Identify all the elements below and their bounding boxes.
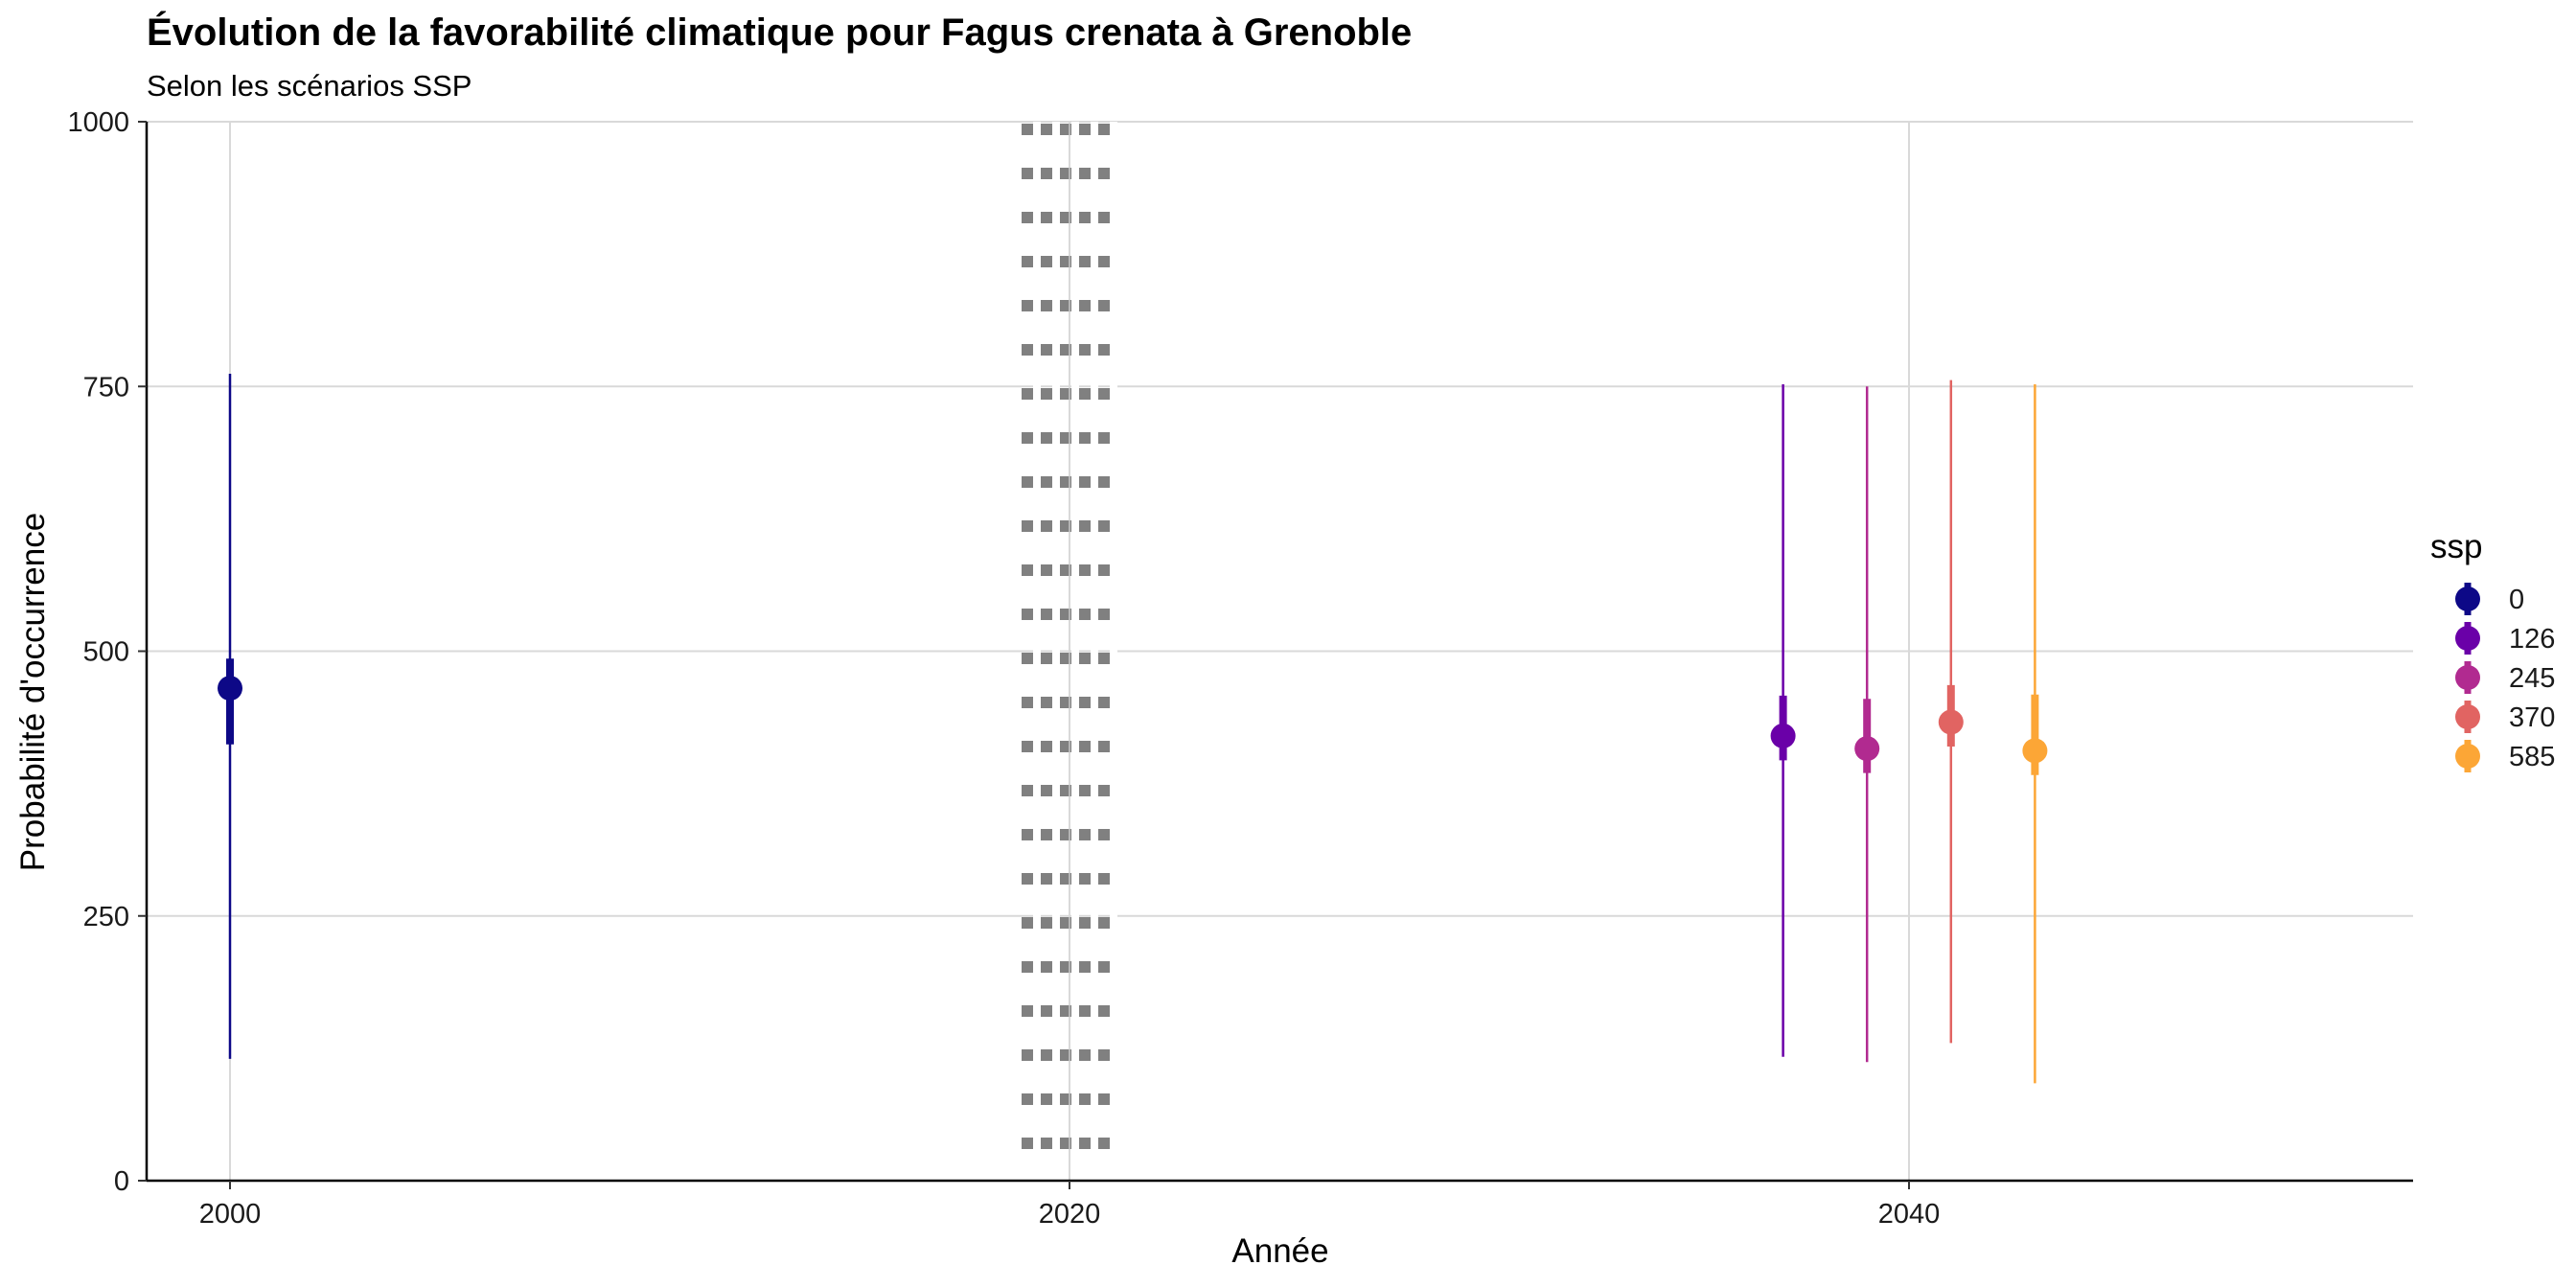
y-tick-label: 500 — [83, 637, 129, 668]
legend-key-point-0 — [2455, 586, 2480, 611]
reference-line-2020 — [1022, 122, 1117, 1181]
y-axis-title: Probabilité d'occurrence — [14, 513, 52, 871]
y-tick-label: 1000 — [67, 107, 129, 138]
reference-line-gap — [1110, 122, 1117, 1181]
legend-key-point-126 — [2455, 626, 2480, 651]
legend-label-370: 370 — [2509, 702, 2555, 733]
point-0 — [218, 676, 242, 702]
legend: ssp 0 126 245 370 585 — [2430, 528, 2555, 772]
reference-line-gap — [1091, 122, 1098, 1181]
reference-line-gap — [1052, 122, 1060, 1181]
point-585 — [2022, 738, 2048, 764]
x-tick-label: 2020 — [1039, 1199, 1101, 1230]
legend-key-point-585 — [2455, 744, 2480, 769]
axes — [138, 121, 2413, 1189]
x-axis-title: Année — [1231, 1232, 1328, 1270]
y-tick-label: 750 — [83, 372, 129, 402]
legend-label-126: 126 — [2509, 624, 2555, 655]
chart-title: Évolution de la favorabilité climatique … — [147, 11, 1412, 54]
reference-line-gap — [1033, 122, 1041, 1181]
x-tick-label: 2040 — [1878, 1199, 1941, 1230]
chart-subtitle: Selon les scénarios SSP — [147, 69, 472, 103]
tick-labels: 02505007501000200020202040206020802100 — [67, 107, 1941, 1230]
reference-line-gap — [1071, 122, 1079, 1181]
y-tick-label: 0 — [114, 1166, 129, 1197]
legend-key-point-245 — [2455, 665, 2480, 690]
legend-title: ssp — [2430, 528, 2482, 565]
plot-marks — [218, 373, 2048, 1084]
legend-label-245: 245 — [2509, 663, 2555, 694]
legend-label-0: 0 — [2509, 585, 2524, 615]
legend-label-585: 585 — [2509, 742, 2555, 772]
y-tick-label: 250 — [83, 902, 129, 932]
grid-lines — [147, 121, 2413, 1182]
x-tick-label: 2000 — [199, 1199, 262, 1230]
legend-key-point-370 — [2455, 704, 2480, 729]
point-126 — [1770, 723, 1796, 748]
point-245 — [1854, 736, 1880, 762]
point-370 — [1938, 709, 1964, 735]
